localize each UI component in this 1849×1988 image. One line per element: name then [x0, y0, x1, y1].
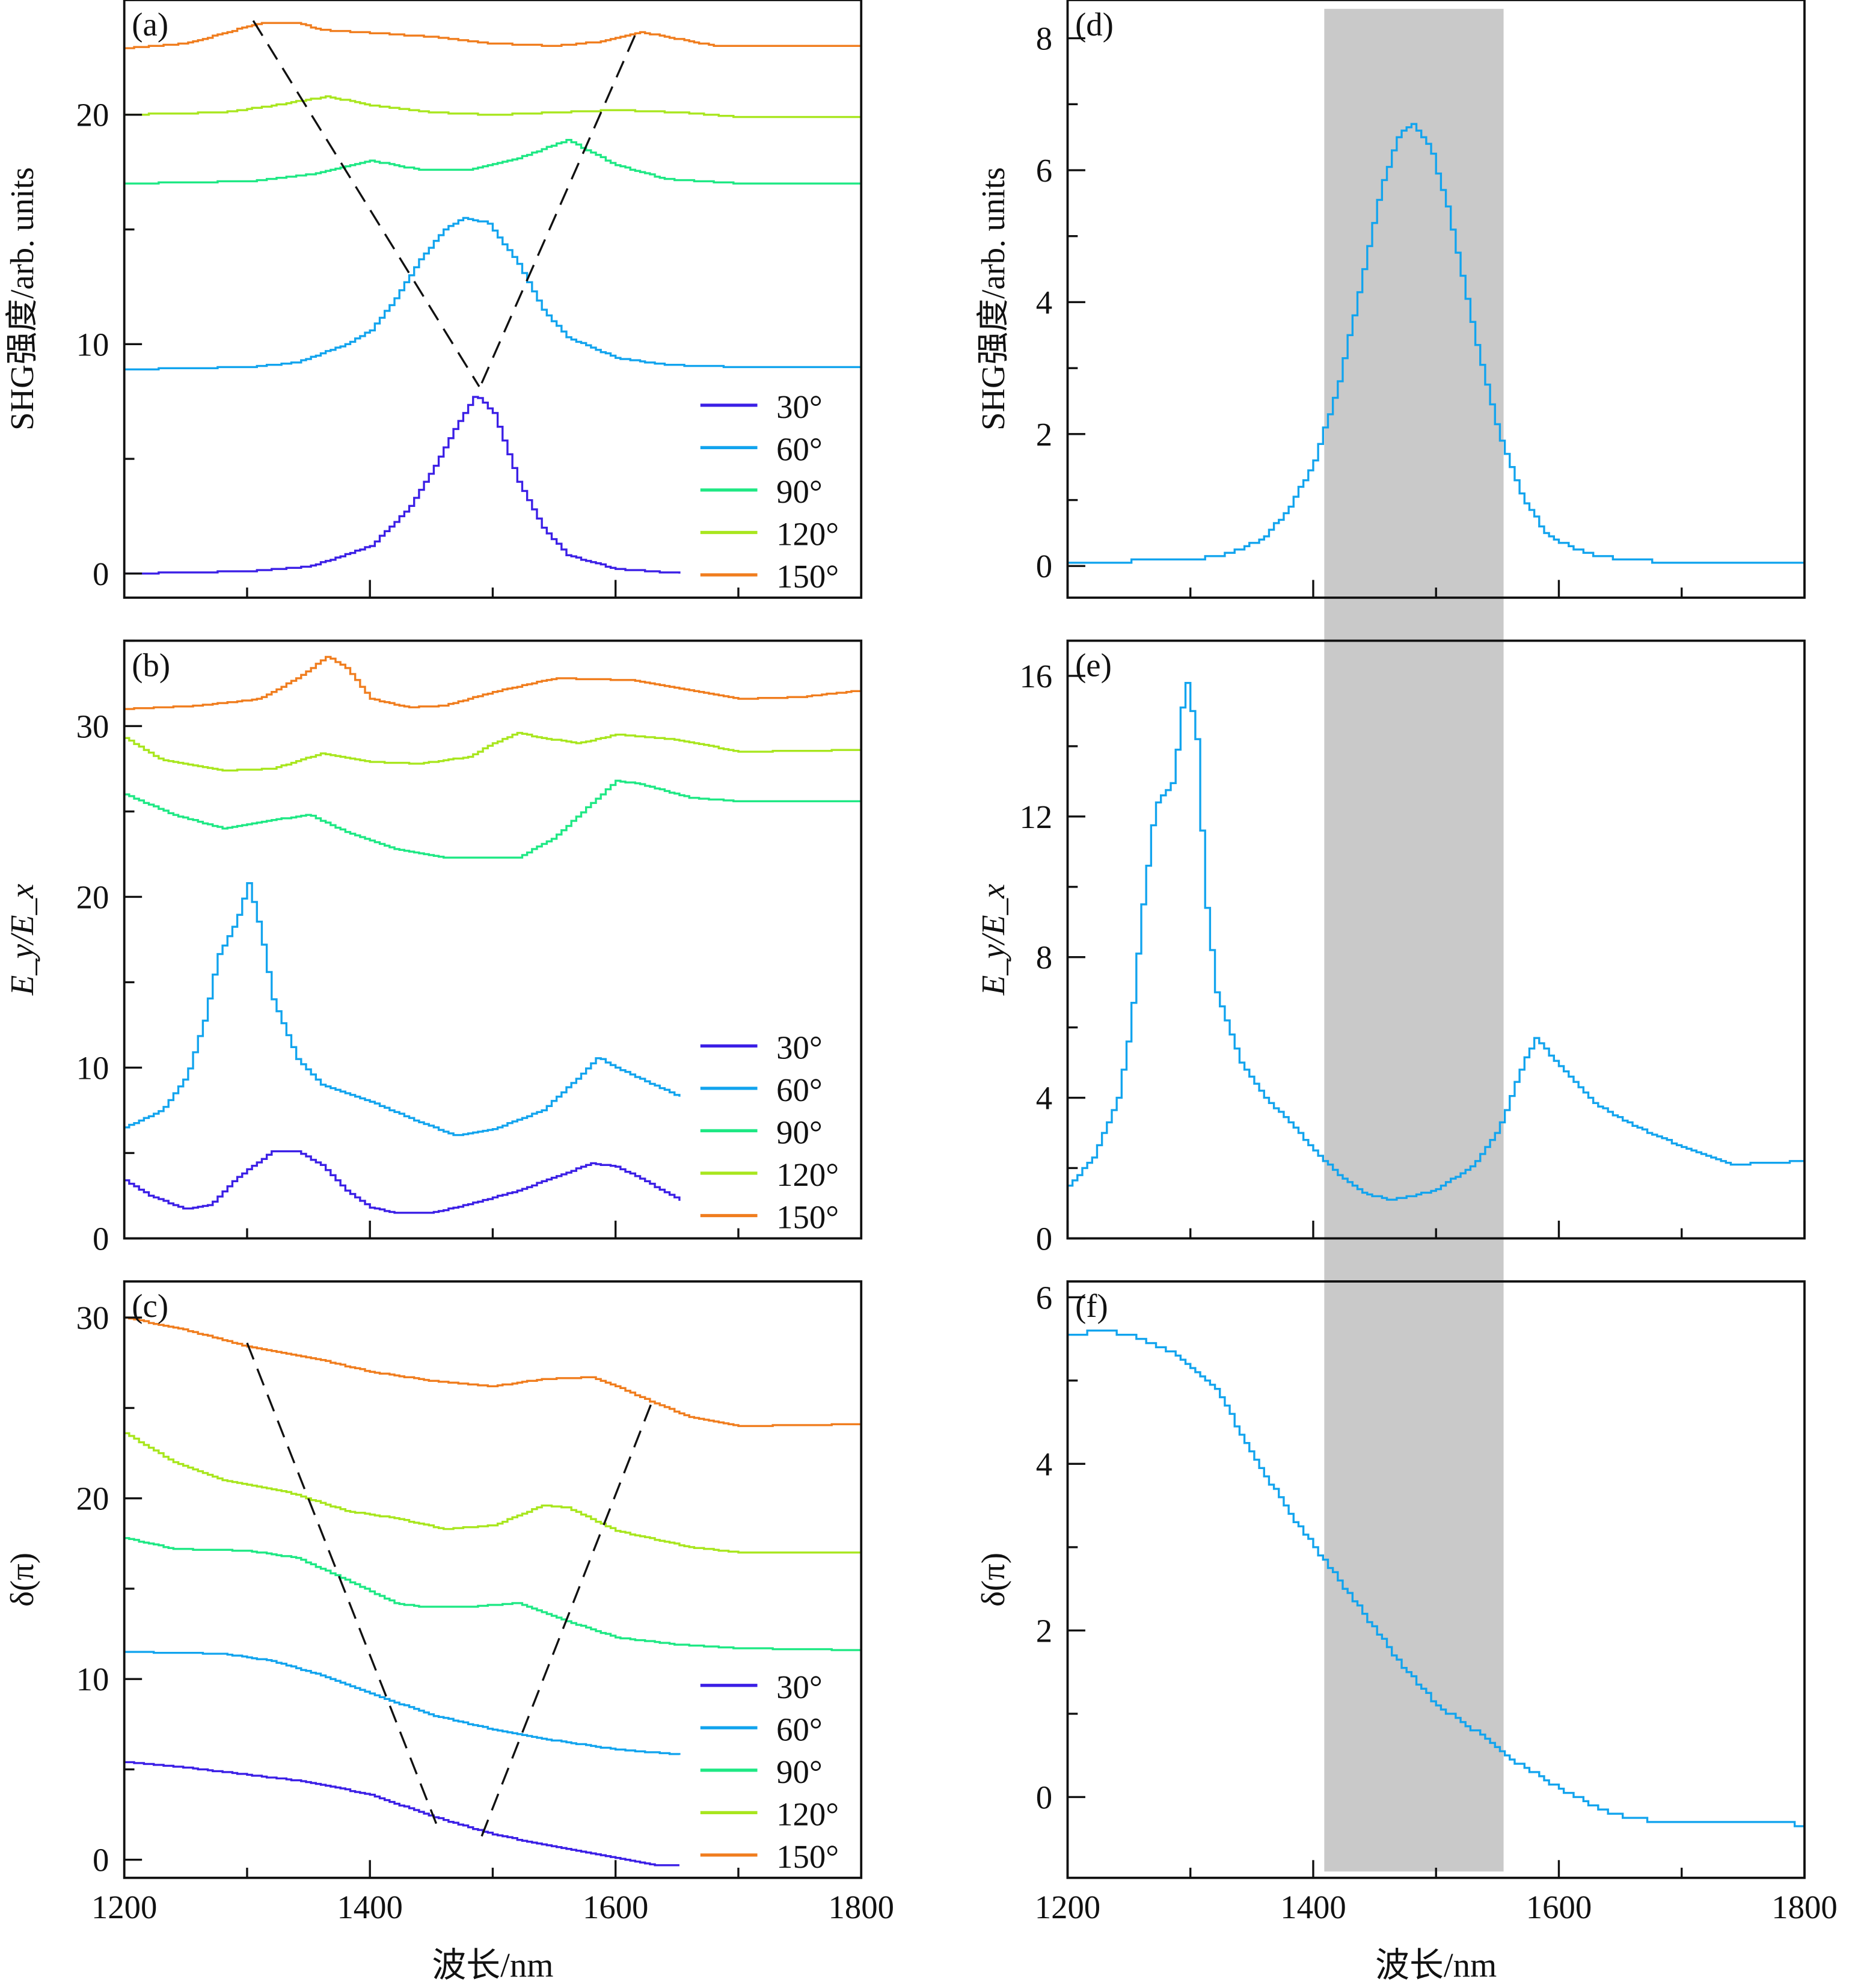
- y-axis-label: δ(π): [975, 1553, 1011, 1607]
- panel-label: (d): [1075, 6, 1114, 43]
- y-tick-label: 2: [1036, 1612, 1052, 1649]
- y-tick-label: 10: [76, 1661, 109, 1698]
- legend-label: 30°: [776, 1029, 823, 1066]
- series-120deg: [124, 1432, 862, 1554]
- series-30deg: [124, 1761, 679, 1867]
- y-tick-label: 4: [1036, 1079, 1052, 1116]
- y-tick-label: 16: [1019, 658, 1052, 695]
- legend-label: 150°: [776, 558, 839, 595]
- y-axis-label: E_y/E_x: [975, 884, 1011, 996]
- panel-label: (b): [132, 646, 170, 683]
- y-tick-label: 0: [1036, 1220, 1052, 1257]
- series-120deg: [124, 95, 862, 118]
- x-tick-label: 1800: [828, 1889, 894, 1925]
- y-tick-label: 0: [1036, 548, 1052, 584]
- panel-c: 1200 1400 1600 1800 波长/nm 0 10 20 30 δ(π) (c) 30° 60…: [4, 1280, 894, 1984]
- legend-label: 90°: [776, 473, 823, 510]
- series-150deg: [124, 22, 862, 49]
- panel-label: (f): [1075, 1287, 1108, 1324]
- series-60deg: [1067, 681, 1805, 1201]
- series-60deg: [124, 882, 681, 1137]
- legend-label: 120°: [776, 1156, 839, 1193]
- series-90deg: [124, 779, 862, 859]
- x-tick-label: 1600: [583, 1889, 648, 1925]
- legend-label: 60°: [776, 1711, 823, 1747]
- y-tick-label: 10: [76, 326, 109, 363]
- y-axis-label: δ(π): [4, 1553, 40, 1607]
- x-tick-label: 1800: [1771, 1889, 1837, 1925]
- panel-d: 0 2 4 6 8 SHG强度/arb. units (d): [975, 0, 1806, 599]
- plot-frame: [123, 639, 863, 1240]
- panel-e: 0 4 8 12 16 E_y/E_x (e): [975, 639, 1806, 1257]
- y-axis-label: E_y/E_x: [4, 884, 40, 996]
- y-tick-label: 8: [1036, 20, 1052, 57]
- legend-label: 60°: [776, 431, 823, 467]
- series-150deg: [124, 655, 862, 710]
- dashed-guide: [252, 20, 480, 387]
- series-90deg: [124, 1537, 862, 1651]
- panel-label: (c): [132, 1287, 168, 1324]
- y-tick-label: 30: [76, 708, 109, 744]
- plot-frame: [123, 1280, 863, 1879]
- legend-label: 60°: [776, 1072, 823, 1108]
- panel-b: 0 10 20 30 E_y/E_x (b) 30° 60° 90° 120° 150°: [4, 639, 863, 1257]
- y-tick-label: 0: [93, 1220, 109, 1257]
- series-60deg: [124, 216, 862, 370]
- dashed-guide: [480, 1400, 654, 1837]
- y-tick-label: 0: [1036, 1779, 1052, 1815]
- y-tick-label: 20: [76, 1480, 109, 1517]
- series-30deg: [124, 396, 681, 575]
- y-tick-label: 20: [76, 97, 109, 133]
- plot-frame: [123, 0, 863, 599]
- series-60deg: [1067, 1330, 1805, 1827]
- shaded-band: [1324, 8, 1504, 1872]
- legend-label: 150°: [776, 1199, 839, 1236]
- series-30deg: [124, 1150, 681, 1214]
- series-60deg: [1067, 123, 1805, 564]
- x-tick-label: 1600: [1526, 1889, 1592, 1925]
- y-tick-label: 4: [1036, 284, 1052, 321]
- y-axis-label: SHG强度/arb. units: [975, 167, 1011, 431]
- legend-label: 90°: [776, 1753, 823, 1790]
- y-tick-label: 0: [93, 1842, 109, 1879]
- panel-f: 1200 1400 1600 1800 波长/nm 0 2 4 6 δ(π) (f): [975, 1279, 1838, 1984]
- series-90deg: [124, 139, 862, 185]
- y-tick-label: 8: [1036, 939, 1052, 976]
- y-tick-label: 30: [76, 1299, 109, 1336]
- legend-label: 120°: [776, 1796, 839, 1832]
- x-axis-label: 波长/nm: [432, 1947, 553, 1984]
- y-tick-label: 10: [76, 1049, 109, 1086]
- legend-label: 30°: [776, 1669, 823, 1705]
- x-tick-label: 1400: [1280, 1889, 1346, 1925]
- x-axis-label: 波长/nm: [1375, 1947, 1497, 1984]
- x-tick-label: 1400: [337, 1889, 402, 1925]
- y-axis-label: SHG强度/arb. units: [4, 167, 40, 431]
- panel-label: (a): [132, 6, 168, 43]
- legend-label: 120°: [776, 516, 839, 553]
- dashed-guide: [480, 31, 637, 384]
- x-tick-label: 1200: [1035, 1889, 1100, 1925]
- y-tick-label: 6: [1036, 1279, 1052, 1316]
- y-tick-label: 4: [1036, 1446, 1052, 1482]
- panel-label: (e): [1075, 646, 1112, 683]
- y-tick-label: 12: [1019, 799, 1052, 835]
- series-120deg: [124, 732, 862, 772]
- y-tick-label: 6: [1036, 152, 1052, 189]
- legend-label: 150°: [776, 1838, 839, 1875]
- panel-a: 0 10 20 SHG强度/arb. units (a) 30° 60° 90° 120° 150…: [4, 0, 863, 599]
- dashed-guide: [246, 1342, 438, 1824]
- y-tick-label: 0: [93, 556, 109, 592]
- series-60deg: [124, 1651, 681, 1755]
- y-tick-label: 2: [1036, 416, 1052, 453]
- y-tick-label: 20: [76, 879, 109, 915]
- x-tick-label: 1200: [91, 1889, 157, 1925]
- series-150deg: [124, 1316, 862, 1428]
- legend-label: 30°: [776, 388, 823, 425]
- legend-label: 90°: [776, 1114, 823, 1150]
